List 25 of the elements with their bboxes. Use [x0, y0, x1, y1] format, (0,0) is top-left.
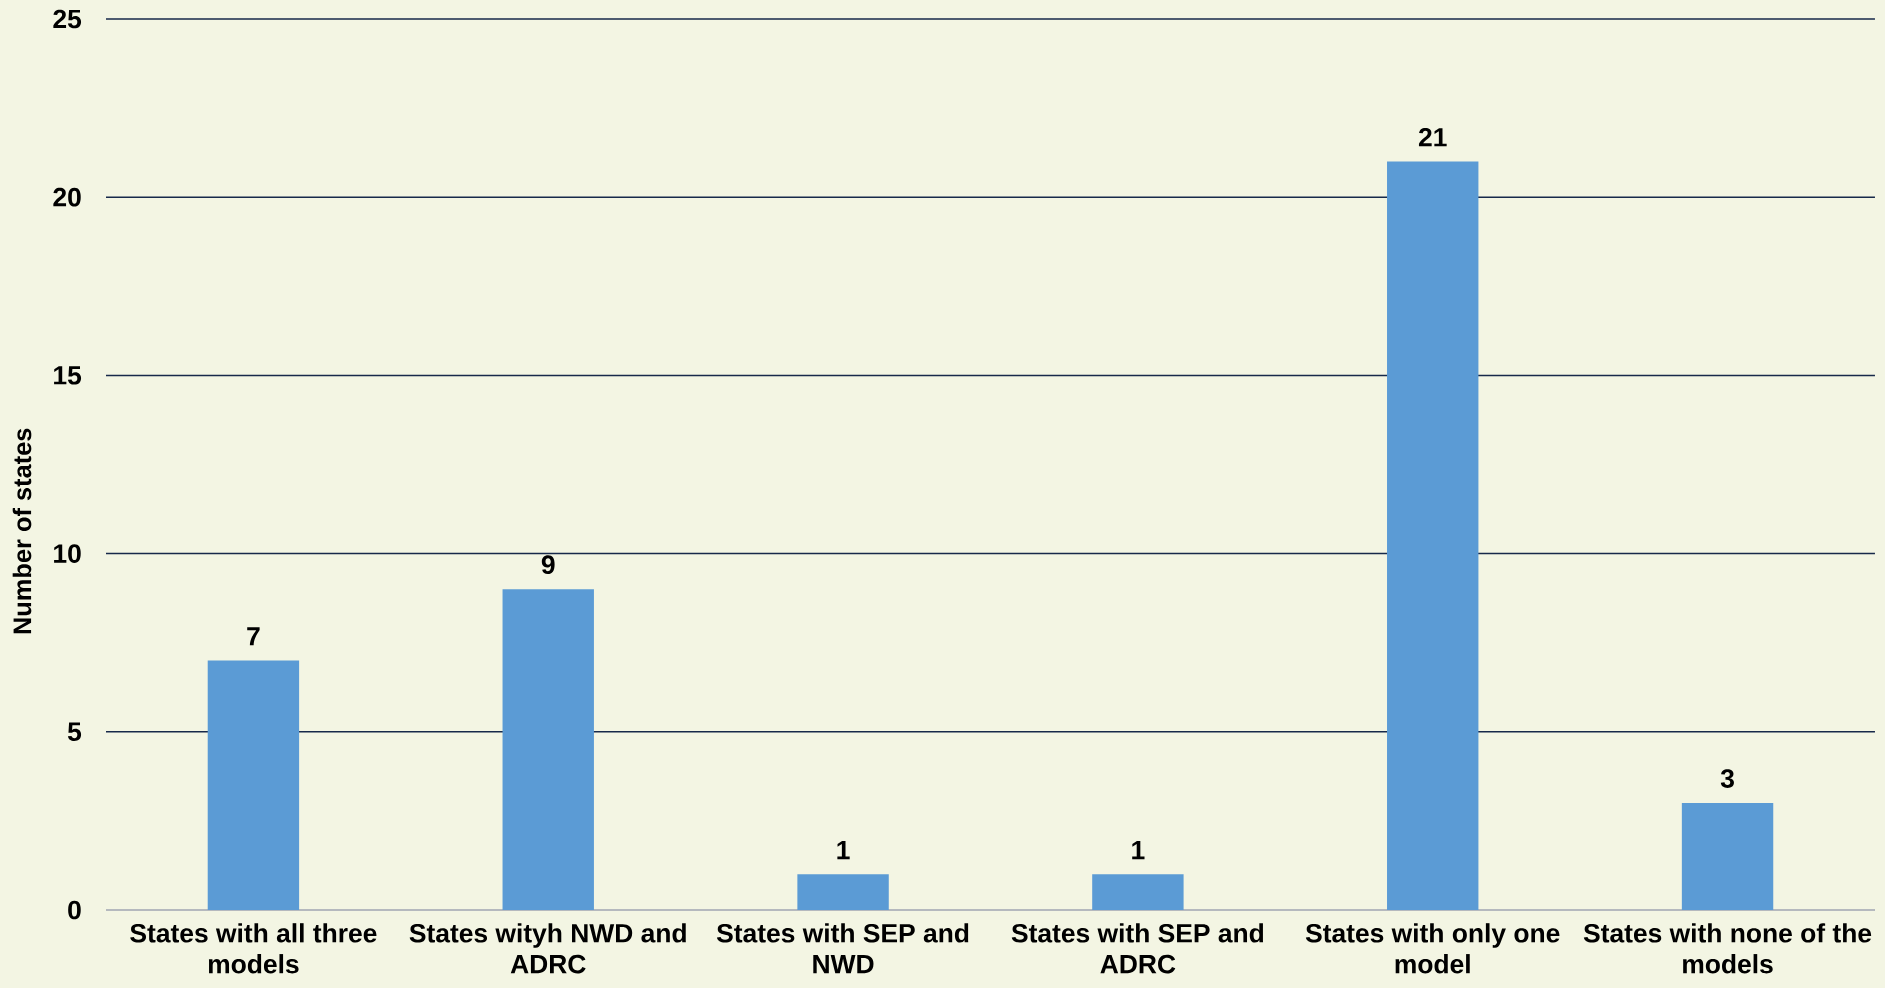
x-tick-label: States with only one model: [1305, 923, 1560, 974]
bar: [207, 660, 300, 910]
y-tick-label: 0: [68, 900, 81, 920]
x-tick-label: States with SEP and ADRC: [1011, 923, 1264, 974]
x-tick-label: States with SEP and NWD: [716, 923, 969, 974]
bar: [797, 874, 889, 910]
bar: [1681, 803, 1774, 910]
y-tick-label: 20: [53, 187, 81, 207]
data-label: 21: [1418, 127, 1447, 147]
data-label: 1: [1132, 840, 1145, 860]
y-tick-label: 10: [54, 544, 81, 563]
x-tick-label: States with none of the models: [1583, 923, 1872, 974]
data-label: 9: [541, 555, 555, 575]
data-label: 3: [1720, 769, 1734, 788]
data-label: 1: [837, 840, 850, 860]
bar: [502, 589, 594, 910]
data-label: 7: [247, 627, 260, 646]
bar: [1092, 874, 1184, 910]
y-tick-label: 5: [67, 722, 82, 742]
bar: [1387, 161, 1479, 910]
x-tick-label: States wityh NWD and ADRC: [409, 923, 686, 974]
y-axis-title: Number of states: [12, 428, 32, 634]
y-tick-label: 25: [53, 9, 82, 29]
y-tick-label: 15: [54, 366, 82, 385]
x-tick-label: States with all three models: [130, 923, 377, 974]
